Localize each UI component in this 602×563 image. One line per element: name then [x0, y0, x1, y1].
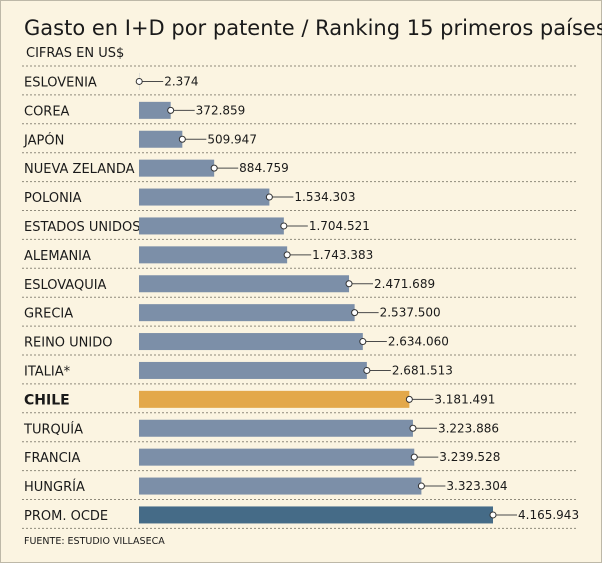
- bar-end-marker: [210, 164, 218, 172]
- bar-end-marker: [351, 309, 359, 317]
- value-label: 3.239.528: [439, 450, 500, 464]
- value-label: 2.634.060: [388, 335, 449, 349]
- value-label: 2.471.689: [374, 277, 435, 291]
- bar-end-marker: [405, 395, 413, 403]
- source-note: FUENTE: ESTUDIO VILLASECA: [24, 536, 165, 547]
- bar-end-marker: [363, 366, 371, 374]
- value-label: 3.223.886: [438, 421, 499, 435]
- category-label: ESLOVAQUIA: [24, 278, 107, 293]
- value-label: 2.537.500: [380, 306, 441, 320]
- value-label: 3.323.304: [446, 479, 507, 493]
- category-label: COREA: [24, 104, 70, 119]
- value-label: 1.743.383: [312, 248, 373, 262]
- bar-end-marker: [345, 280, 353, 288]
- bar: [139, 304, 355, 322]
- bar: [139, 390, 410, 408]
- bar-end-marker: [417, 482, 425, 490]
- bar: [139, 188, 270, 206]
- category-label: ESLOVENIA: [24, 75, 97, 90]
- category-label: ESTADOS UNIDOS: [24, 220, 141, 235]
- bar: [139, 246, 288, 264]
- bar: [139, 101, 171, 119]
- bar: [139, 333, 363, 351]
- value-label: 372.859: [196, 103, 246, 117]
- bar-end-marker: [265, 193, 273, 201]
- value-label: 2.681.513: [392, 363, 453, 377]
- bar: [139, 159, 215, 177]
- category-label: ITALIA*: [24, 364, 71, 379]
- category-label: REINO UNIDO: [24, 336, 113, 351]
- bar-end-marker: [178, 135, 186, 143]
- category-label: JAPÓN: [23, 132, 64, 148]
- category-label: POLONIA: [24, 191, 82, 206]
- category-label: TURQUÍA: [23, 421, 83, 437]
- value-label: 1.534.303: [294, 190, 355, 204]
- bar-end-marker: [409, 424, 417, 432]
- chart-title: Gasto en I+D por patente / Ranking 15 pr…: [24, 16, 602, 40]
- bar: [139, 361, 367, 379]
- category-label: CHILE: [24, 392, 70, 408]
- value-label: 509.947: [207, 132, 257, 146]
- category-label: NUEVA ZELANDA: [24, 162, 135, 177]
- value-label: 3.181.491: [434, 392, 495, 406]
- bar: [139, 130, 183, 148]
- chart-subtitle: CIFRAS EN US$: [26, 46, 125, 61]
- bar: [139, 448, 415, 466]
- value-label: 884.759: [239, 161, 289, 175]
- value-label: 2.374: [164, 74, 198, 88]
- bar: [139, 506, 493, 524]
- bar: [139, 419, 413, 437]
- category-label: HUNGRÍA: [24, 479, 85, 495]
- bar-end-marker: [410, 453, 418, 461]
- category-label: PROM. OCDE: [24, 509, 108, 524]
- bar-end-marker: [135, 77, 143, 85]
- bar-end-marker: [280, 222, 288, 230]
- bar: [139, 217, 284, 235]
- bar-end-marker: [359, 338, 367, 346]
- value-label: 1.704.521: [309, 219, 370, 233]
- bar: [139, 477, 422, 495]
- bar: [139, 275, 350, 293]
- bar-end-marker: [489, 511, 497, 519]
- bar-end-marker: [283, 251, 291, 259]
- bar-end-marker: [167, 106, 175, 114]
- category-label: FRANCIA: [24, 451, 81, 466]
- value-label: 4.165.943: [518, 508, 579, 522]
- category-label: GRECIA: [24, 307, 73, 322]
- category-label: ALEMANIA: [24, 249, 91, 264]
